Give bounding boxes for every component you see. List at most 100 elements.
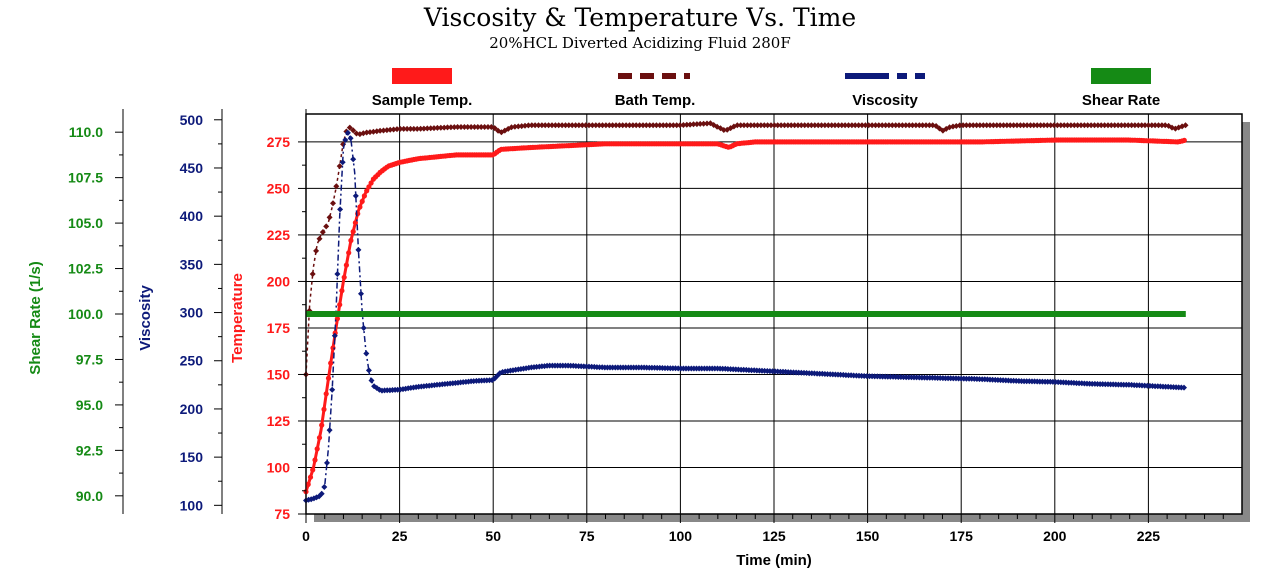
marker-sample-temp <box>314 446 320 452</box>
marker-sample-temp <box>321 406 327 412</box>
viscosity-tick-label: 200 <box>180 401 204 417</box>
marker-bath-temp <box>1061 122 1068 129</box>
marker-viscosity <box>334 271 341 277</box>
series-markers-viscosity <box>303 129 1187 504</box>
series-markers-bath-temp <box>303 120 1189 378</box>
marker-bath-temp <box>1000 122 1007 129</box>
x-tick-label: 125 <box>762 528 786 544</box>
marker-viscosity <box>321 484 328 490</box>
viscosity-tick-label: 350 <box>180 256 204 272</box>
marker-bath-temp <box>1115 122 1122 129</box>
marker-sample-temp <box>339 288 345 294</box>
marker-bath-temp <box>828 122 835 129</box>
viscosity-tick-label: 100 <box>180 497 204 513</box>
marker-bath-temp <box>751 122 758 129</box>
x-tick-label: 0 <box>302 528 310 544</box>
marker-bath-temp <box>602 122 609 129</box>
shear_rate-tick-label: 92.5 <box>76 442 103 458</box>
marker-viscosity <box>352 192 359 199</box>
marker-bath-temp <box>586 122 592 129</box>
marker-bath-temp <box>825 122 832 129</box>
marker-bath-temp <box>535 122 542 129</box>
marker-bath-temp <box>670 122 677 129</box>
marker-bath-temp <box>885 122 892 129</box>
marker-bath-temp <box>976 122 983 129</box>
marker-sample-temp <box>323 391 329 397</box>
marker-bath-temp <box>485 124 491 130</box>
marker-bath-temp <box>926 122 933 129</box>
marker-bath-temp <box>741 122 747 129</box>
x-tick-label: 225 <box>1137 528 1161 544</box>
marker-bath-temp <box>993 122 1000 129</box>
marker-bath-temp <box>1098 122 1105 129</box>
shear-rate-axis: 90.0 92.5 95.0 97.5 100.0 102.5 105.0 107.5 110.… <box>68 109 124 514</box>
marker-bath-temp <box>313 247 320 254</box>
marker-bath-temp <box>1064 122 1071 129</box>
marker-bath-temp <box>899 122 906 129</box>
marker-bath-temp <box>818 122 825 129</box>
marker-bath-temp <box>1118 122 1125 129</box>
temperature-axis-title: Temperature <box>229 273 246 363</box>
marker-bath-temp <box>447 124 454 131</box>
marker-bath-temp <box>309 271 316 277</box>
viscosity-tick-label: 400 <box>180 208 204 224</box>
marker-bath-temp <box>458 124 464 130</box>
marker-bath-temp <box>771 122 778 129</box>
marker-bath-temp <box>424 125 431 132</box>
marker-bath-temp <box>1057 122 1064 129</box>
marker-bath-temp <box>859 122 865 129</box>
marker-bath-temp <box>333 183 340 190</box>
marker-bath-temp <box>431 125 437 132</box>
marker-sample-temp <box>364 188 370 194</box>
marker-bath-temp <box>606 122 613 129</box>
marker-sample-temp <box>307 474 314 480</box>
marker-bath-temp <box>427 125 434 132</box>
shear_rate-tick-label: 100.0 <box>68 306 103 322</box>
x-tick-label: 175 <box>950 528 974 544</box>
marker-bath-temp <box>1105 122 1111 129</box>
marker-bath-temp <box>1091 122 1098 129</box>
marker-bath-temp <box>613 122 619 129</box>
marker-bath-temp <box>966 122 973 129</box>
marker-bath-temp <box>845 122 852 129</box>
marker-bath-temp <box>451 124 458 131</box>
marker-bath-temp <box>653 122 660 129</box>
marker-bath-temp <box>754 122 761 129</box>
marker-bath-temp <box>869 122 876 129</box>
marker-bath-temp <box>835 122 842 129</box>
marker-bath-temp <box>690 121 697 128</box>
marker-bath-temp <box>478 124 485 130</box>
marker-bath-temp <box>815 122 822 129</box>
marker-bath-temp <box>744 122 751 129</box>
marker-bath-temp <box>1152 122 1159 129</box>
marker-bath-temp <box>434 124 441 131</box>
marker-bath-temp <box>1067 122 1074 129</box>
marker-bath-temp <box>983 122 990 129</box>
marker-bath-temp <box>764 122 771 129</box>
marker-bath-temp <box>471 124 478 130</box>
marker-bath-temp <box>397 125 404 132</box>
viscosity-tick-label: 450 <box>180 160 204 176</box>
marker-bath-temp <box>821 122 828 129</box>
legend-label-shear-rate: Shear Rate <box>1082 92 1160 109</box>
marker-sample-temp <box>368 180 374 186</box>
x-tick-label: 75 <box>579 528 595 544</box>
marker-bath-temp <box>1142 122 1148 129</box>
marker-bath-temp <box>454 124 461 130</box>
marker-bath-temp <box>677 122 683 129</box>
shear_rate-tick-label: 102.5 <box>68 261 103 277</box>
marker-sample-temp <box>343 262 349 268</box>
marker-bath-temp <box>404 125 411 132</box>
marker-viscosity <box>337 206 344 213</box>
marker-bath-temp <box>808 122 815 129</box>
x-tick-label: 25 <box>392 528 408 544</box>
x-tick-label: 100 <box>669 528 693 544</box>
marker-bath-temp <box>599 122 606 129</box>
marker-viscosity <box>358 290 364 297</box>
marker-bath-temp <box>1155 122 1162 129</box>
marker-bath-temp <box>629 122 636 129</box>
marker-bath-temp <box>1040 122 1047 129</box>
marker-bath-temp <box>626 122 633 129</box>
marker-bath-temp <box>596 122 603 129</box>
marker-bath-temp <box>1121 122 1128 129</box>
